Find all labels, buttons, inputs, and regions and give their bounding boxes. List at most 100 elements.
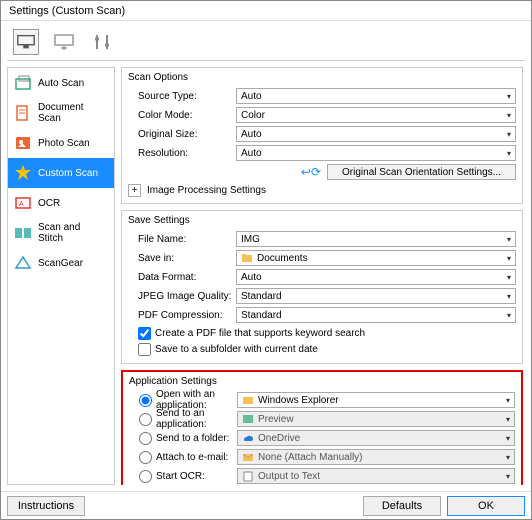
- onedrive-icon: [242, 432, 254, 444]
- send-folder-radio[interactable]: [139, 432, 152, 445]
- custom-scan-icon: [14, 164, 32, 182]
- file-name-combo[interactable]: IMG▾: [236, 231, 516, 247]
- subfolder-checkbox[interactable]: [138, 343, 151, 356]
- sidebar-item-document-scan[interactable]: Document Scan: [8, 98, 114, 128]
- chevron-down-icon: ▾: [507, 311, 511, 320]
- send-app-radio[interactable]: [139, 413, 152, 426]
- open-with-radio[interactable]: [139, 394, 152, 407]
- sidebar-item-scan-stitch[interactable]: Scan and Stitch: [8, 218, 114, 248]
- chevron-down-icon: ▾: [507, 273, 511, 282]
- attach-email-radio[interactable]: [139, 451, 152, 464]
- sidebar-item-auto-scan[interactable]: Auto Scan: [8, 68, 114, 98]
- scangear-icon: [14, 254, 32, 272]
- plus-icon: +: [128, 184, 141, 197]
- sidebar-label: Auto Scan: [38, 78, 84, 89]
- sidebar-item-scangear[interactable]: ScanGear: [8, 248, 114, 278]
- attach-email-combo: None (Attach Manually)▾: [237, 449, 515, 465]
- sidebar-item-photo-scan[interactable]: Photo Scan: [8, 128, 114, 158]
- source-type-label: Source Type:: [128, 91, 236, 102]
- chevron-down-icon: ▾: [507, 111, 511, 120]
- ok-button[interactable]: OK: [447, 496, 525, 516]
- send-folder-combo: OneDrive▾: [237, 430, 515, 446]
- stitch-icon: [14, 224, 32, 242]
- titlebar: Settings (Custom Scan): [1, 1, 531, 21]
- footer-bar: Instructions Defaults OK: [1, 491, 531, 519]
- photo-scan-icon: [14, 134, 32, 152]
- settings-window: Settings (Custom Scan) Auto Scan: [0, 0, 532, 520]
- sidebar-label: Photo Scan: [38, 138, 90, 149]
- tab-cloud-icon[interactable]: [51, 29, 77, 55]
- instructions-button[interactable]: Instructions: [7, 496, 85, 516]
- jpeg-quality-combo[interactable]: Standard▾: [236, 288, 516, 304]
- mail-icon: [242, 451, 254, 463]
- chevron-down-icon: ▾: [506, 415, 510, 424]
- scan-options-group: Scan Options Source Type: Auto▾ Color Mo…: [121, 67, 523, 204]
- jpeg-quality-label: JPEG Image Quality:: [128, 291, 236, 302]
- chevron-down-icon: ▾: [506, 396, 510, 405]
- app-settings-title: Application Settings: [129, 376, 515, 387]
- pdf-keyword-checkbox[interactable]: [138, 327, 151, 340]
- chevron-down-icon: ▾: [506, 434, 510, 443]
- start-ocr-combo: Output to Text▾: [237, 468, 515, 484]
- application-settings-group: Application Settings Open with an applic…: [121, 370, 523, 485]
- attach-email-radio-row[interactable]: Attach to e-mail:: [129, 451, 237, 464]
- resolution-label: Resolution:: [128, 148, 236, 159]
- chevron-down-icon: ▾: [507, 235, 511, 244]
- chevron-down-icon: ▾: [507, 292, 511, 301]
- start-ocr-radio[interactable]: [139, 470, 152, 483]
- chevron-down-icon: ▾: [507, 149, 511, 158]
- sidebar-label: OCR: [38, 198, 60, 209]
- scan-options-title: Scan Options: [128, 72, 516, 83]
- chevron-down-icon: ▾: [506, 453, 510, 462]
- sidebar-item-custom-scan[interactable]: Custom Scan: [8, 158, 114, 188]
- original-size-label: Original Size:: [128, 129, 236, 140]
- content-area: Auto Scan Document Scan Photo Scan Custo…: [1, 21, 531, 491]
- send-app-radio-row[interactable]: Send to an application:: [129, 408, 237, 430]
- color-mode-label: Color Mode:: [128, 110, 236, 121]
- open-with-combo[interactable]: Windows Explorer▾: [237, 392, 515, 408]
- save-in-combo[interactable]: Documents▾: [236, 250, 516, 266]
- file-name-label: File Name:: [128, 234, 236, 245]
- subfolder-label: Save to a subfolder with current date: [155, 344, 318, 355]
- subfolder-checkbox-row[interactable]: Save to a subfolder with current date: [128, 341, 516, 357]
- folder-icon: [241, 252, 253, 264]
- chevron-down-icon: ▾: [507, 254, 511, 263]
- pdf-compression-label: PDF Compression:: [128, 310, 236, 321]
- preview-icon: [242, 413, 254, 425]
- image-processing-expander[interactable]: + Image Processing Settings: [128, 184, 516, 197]
- save-settings-title: Save Settings: [128, 215, 516, 226]
- windows-explorer-icon: [242, 394, 254, 406]
- sidebar: Auto Scan Document Scan Photo Scan Custo…: [7, 67, 115, 485]
- send-app-combo: Preview▾: [237, 411, 515, 427]
- document-scan-icon: [14, 104, 32, 122]
- settings-pane: Scan Options Source Type: Auto▾ Color Mo…: [121, 67, 525, 485]
- data-format-label: Data Format:: [128, 272, 236, 283]
- tab-tools-icon[interactable]: [89, 29, 115, 55]
- defaults-button[interactable]: Defaults: [363, 496, 441, 516]
- sidebar-label: Document Scan: [38, 102, 108, 124]
- color-mode-combo[interactable]: Color▾: [236, 107, 516, 123]
- pdf-compression-combo[interactable]: Standard▾: [236, 307, 516, 323]
- sidebar-label: Scan and Stitch: [38, 222, 108, 244]
- chevron-down-icon: ▾: [507, 92, 511, 101]
- source-type-combo[interactable]: Auto▾: [236, 88, 516, 104]
- orientation-settings-button[interactable]: Original Scan Orientation Settings...: [327, 164, 516, 180]
- data-format-combo[interactable]: Auto▾: [236, 269, 516, 285]
- save-in-label: Save in:: [128, 253, 236, 264]
- resolution-combo[interactable]: Auto▾: [236, 145, 516, 161]
- pdf-keyword-checkbox-row[interactable]: Create a PDF file that supports keyword …: [128, 325, 516, 341]
- chevron-down-icon: ▾: [507, 130, 511, 139]
- output-text-icon: [242, 470, 254, 482]
- pdf-keyword-label: Create a PDF file that supports keyword …: [155, 328, 365, 339]
- start-ocr-radio-row[interactable]: Start OCR:: [129, 470, 237, 483]
- window-title: Settings (Custom Scan): [9, 5, 125, 17]
- expander-label: Image Processing Settings: [147, 185, 266, 196]
- refresh-icon[interactable]: ↩⟳: [301, 165, 321, 179]
- tab-scanner-icon[interactable]: [13, 29, 39, 55]
- sidebar-item-ocr[interactable]: A OCR: [8, 188, 114, 218]
- svg-text:A: A: [19, 201, 24, 208]
- original-size-combo[interactable]: Auto▾: [236, 126, 516, 142]
- send-folder-radio-row[interactable]: Send to a folder:: [129, 432, 237, 445]
- sidebar-label: ScanGear: [38, 258, 83, 269]
- auto-scan-icon: [14, 74, 32, 92]
